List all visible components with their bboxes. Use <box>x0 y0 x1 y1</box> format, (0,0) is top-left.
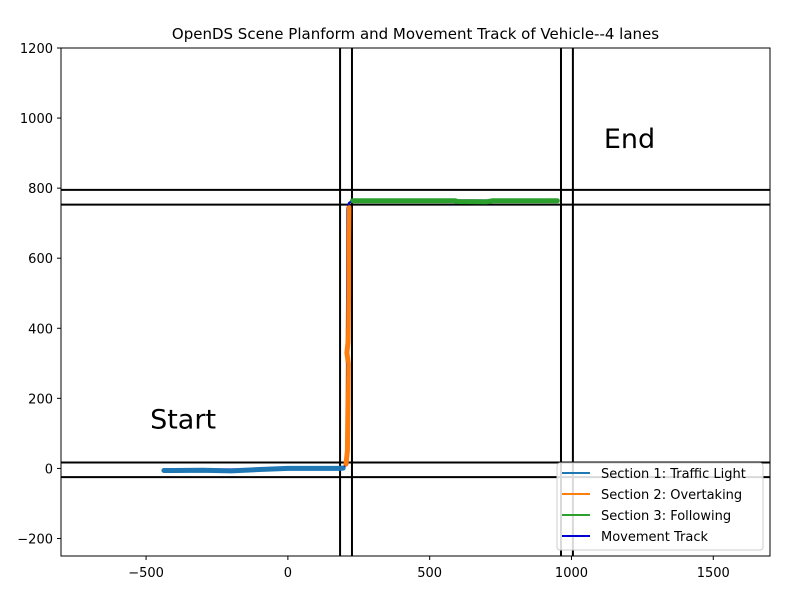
x-tick-label: 0 <box>284 566 292 581</box>
y-tick-label: 1000 <box>20 112 53 127</box>
series-overlay-3 <box>350 198 560 204</box>
legend: Section 1: Traffic Light Section 2: Overt… <box>556 462 764 551</box>
y-tick-label: 600 <box>28 252 53 267</box>
plot-frame <box>60 47 771 557</box>
y-tick-label: 800 <box>28 182 53 197</box>
x-tick-label: 1000 <box>555 566 588 581</box>
legend-label-2: Section 2: Overtaking <box>601 488 742 503</box>
x-tick-label: −500 <box>128 566 164 581</box>
road-lines <box>61 48 770 556</box>
annotation-start: Start <box>150 404 216 435</box>
y-tick-label: 0 <box>45 462 53 477</box>
series-layer <box>161 198 560 474</box>
x-tick-label: 1500 <box>697 566 730 581</box>
axis-ticks: −500 0 500 1000 1500 −200 0 200 400 600 800 1000 120… <box>17 42 730 581</box>
series-overlay-1 <box>161 466 346 473</box>
legend-box <box>556 462 764 551</box>
series-overlay-2 <box>344 205 351 467</box>
legend-label-4: Movement Track <box>601 530 708 545</box>
y-tick-label: 200 <box>28 392 53 407</box>
y-tick-label: 1200 <box>20 42 53 57</box>
y-tick-label: −200 <box>17 532 53 547</box>
x-tick-label: 500 <box>417 566 442 581</box>
legend-label-1: Section 1: Traffic Light <box>601 467 746 482</box>
annotation-end: End <box>604 124 655 155</box>
chart-title: OpenDS Scene Planform and Movement Track… <box>172 25 659 43</box>
y-tick-label: 400 <box>28 322 53 337</box>
annotations: Start End <box>150 124 655 435</box>
legend-label-3: Section 3: Following <box>601 509 731 524</box>
